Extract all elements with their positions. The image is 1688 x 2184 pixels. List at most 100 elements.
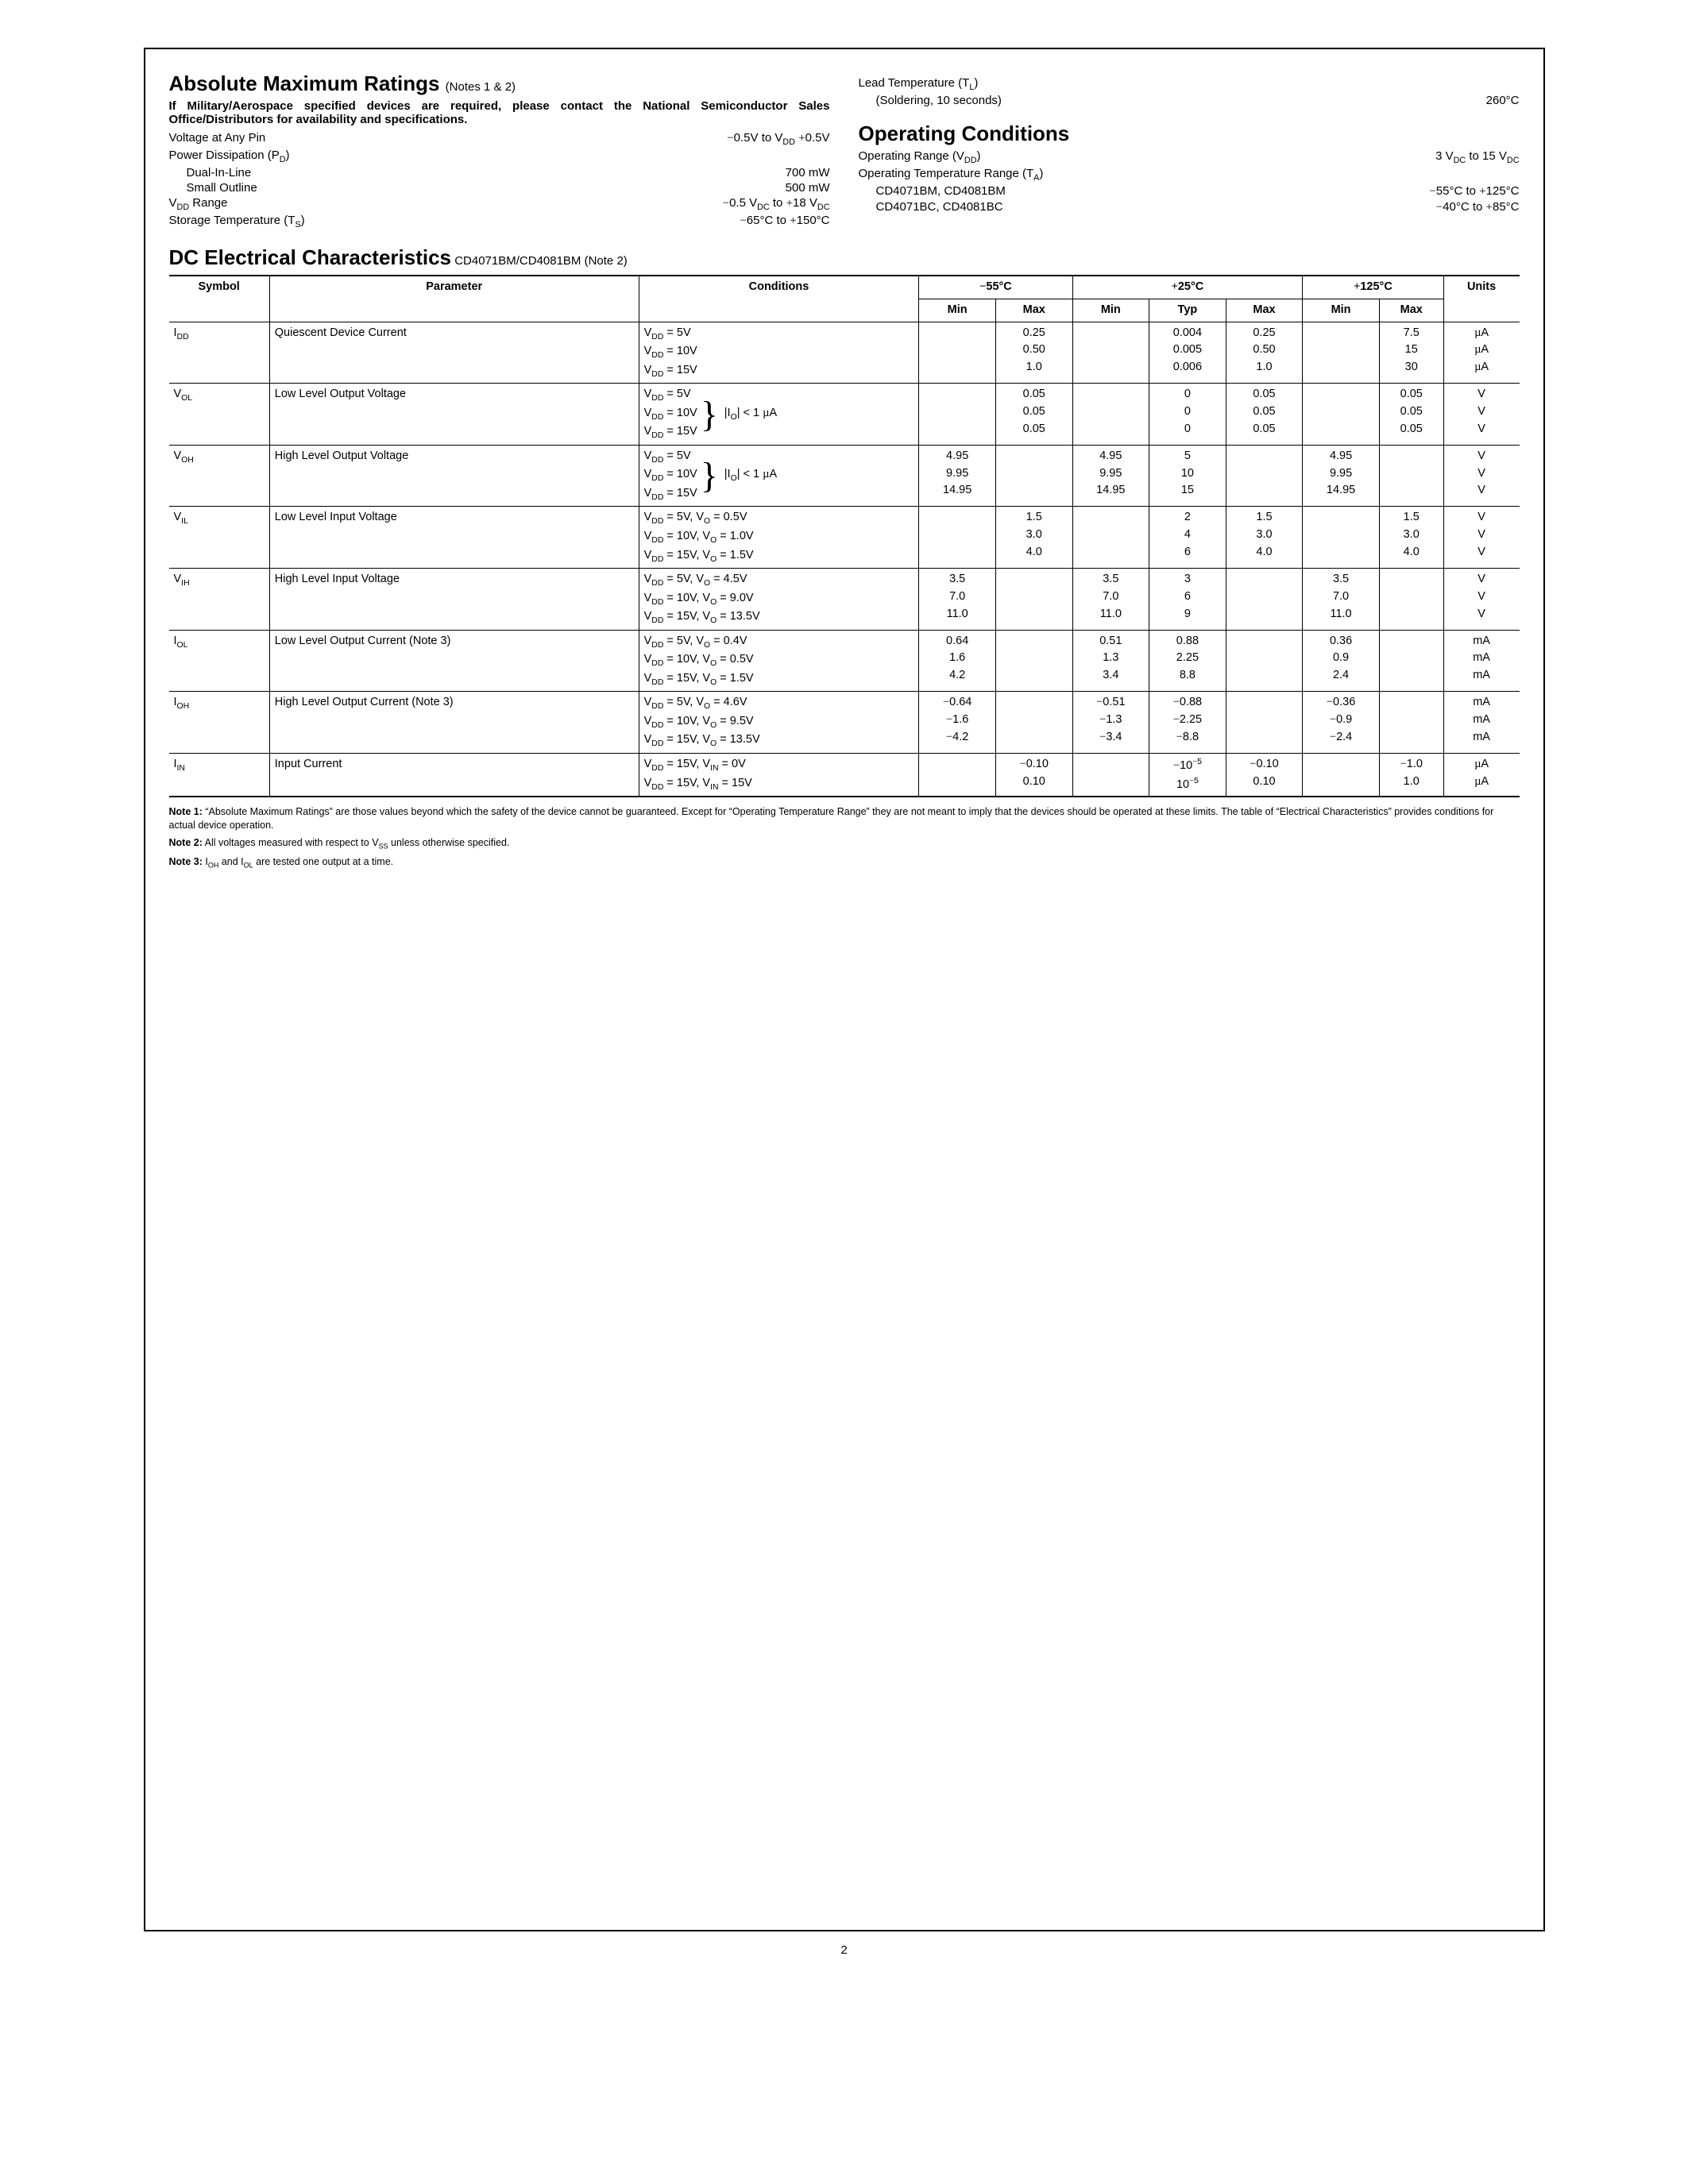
op-bm-row: CD4071BM, CD4081BM −55°C to +125°C [859, 184, 1520, 199]
cell-t3-max: 1.53.04.0 [1379, 507, 1443, 569]
lead-temp-row: Lead Temperature (TL) [859, 76, 1520, 92]
cell-t3-min [1303, 753, 1380, 797]
top-columns: Absolute Maximum Ratings (Notes 1 & 2) I… [169, 71, 1520, 231]
cell-t2-typ: 0.0040.0050.006 [1149, 322, 1226, 384]
cell-parameter: Low Level Output Voltage [269, 384, 639, 446]
cell-symbol: IDD [169, 322, 270, 384]
cell-units: VVV [1443, 569, 1519, 631]
cell-t3-max [1379, 569, 1443, 631]
cell-units: VVV [1443, 507, 1519, 569]
th-t3-max: Max [1379, 299, 1443, 322]
dc-characteristics-table: Symbol Parameter Conditions −55°C +25°C … [169, 275, 1520, 797]
cell-conditions: VDD = 5V, VO = 0.4VVDD = 10V, VO = 0.5VV… [639, 630, 919, 692]
op-temp-row: Operating Temperature Range (TA) [859, 167, 1520, 183]
cell-t1-max: 0.050.050.05 [995, 384, 1072, 446]
th-t2-max: Max [1226, 299, 1303, 322]
dc-title-wrap: DC Electrical Characteristics CD4071BM/C… [169, 245, 1520, 270]
table-row: VILLow Level Input VoltageVDD = 5V, VO =… [169, 507, 1520, 569]
op-bc-label: CD4071BC, CD4081BC [876, 200, 1003, 214]
note-1: Note 1: “Absolute Maximum Ratings” are t… [169, 805, 1520, 832]
cell-units: µAµA [1443, 753, 1519, 797]
cell-conditions: VDD = 5V, VO = 4.5VVDD = 10V, VO = 9.0VV… [639, 569, 919, 631]
cell-conditions: VDD = 5V, VO = 0.5VVDD = 10V, VO = 1.0VV… [639, 507, 919, 569]
cell-symbol: VIL [169, 507, 270, 569]
cell-parameter: High Level Output Voltage [269, 445, 639, 507]
cell-t1-max: 1.53.04.0 [995, 507, 1072, 569]
op-cond-title-wrap: Operating Conditions [859, 122, 1520, 146]
cell-t1-max [995, 692, 1072, 754]
cell-t3-max: 7.51530 [1379, 322, 1443, 384]
op-cond-title: Operating Conditions [859, 122, 1070, 145]
cell-t2-min: 4.959.9514.95 [1072, 445, 1149, 507]
cell-t1-min: 3.57.011.0 [919, 569, 996, 631]
cell-t2-max [1226, 569, 1303, 631]
th-conditions: Conditions [639, 276, 919, 322]
cell-symbol: IIN [169, 753, 270, 797]
note-3: Note 3: IOH and IOL are tested one outpu… [169, 855, 1520, 870]
cell-t3-max: 0.050.050.05 [1379, 384, 1443, 446]
voltage-pin-label: Voltage at Any Pin [169, 131, 266, 147]
th-t2-typ: Typ [1149, 299, 1226, 322]
cell-t2-typ: −0.88−2.25−8.8 [1149, 692, 1226, 754]
cell-t1-min [919, 322, 996, 384]
pd-so-row: Small Outline 500 mW [169, 181, 830, 195]
cell-t2-min [1072, 322, 1149, 384]
voltage-pin-row: Voltage at Any Pin −0.5V to VDD +0.5V [169, 131, 830, 147]
pd-dual-row: Dual-In-Line 700 mW [169, 166, 830, 179]
right-column: Lead Temperature (TL) (Soldering, 10 sec… [859, 71, 1520, 231]
pd-so-value: 500 mW [786, 181, 830, 195]
pd-dual-value: 700 mW [786, 166, 830, 179]
table-header: Symbol Parameter Conditions −55°C +25°C … [169, 276, 1520, 322]
cell-t2-typ: 369 [1149, 569, 1226, 631]
cell-t3-min: 3.57.011.0 [1303, 569, 1380, 631]
table-row: IOLLow Level Output Current (Note 3)VDD … [169, 630, 1520, 692]
op-vdd-label: Operating Range (VDD) [859, 149, 981, 165]
th-temp2: +25°C [1072, 276, 1303, 299]
lead-temp-label: Lead Temperature (TL) [859, 76, 979, 92]
table-row: VOHHigh Level Output VoltageVDD = 5VVDD … [169, 445, 1520, 507]
op-bm-label: CD4071BM, CD4081BM [876, 184, 1006, 199]
cell-symbol: VOH [169, 445, 270, 507]
cell-t2-typ: 0.882.258.8 [1149, 630, 1226, 692]
storage-row: Storage Temperature (TS) −65°C to +150°C [169, 214, 830, 230]
cell-t2-typ: −10−510−5 [1149, 753, 1226, 797]
cell-parameter: High Level Input Voltage [269, 569, 639, 631]
dc-subtitle: CD4071BM/CD4081BM (Note 2) [454, 254, 628, 268]
cell-t2-typ: 51015 [1149, 445, 1226, 507]
cell-t1-max [995, 630, 1072, 692]
cell-units: VVV [1443, 445, 1519, 507]
cell-t1-min [919, 753, 996, 797]
cell-t2-min: −0.51−1.3−3.4 [1072, 692, 1149, 754]
notes-section: Note 1: “Absolute Maximum Ratings” are t… [169, 805, 1520, 870]
table-row: IDDQuiescent Device CurrentVDD = 5VVDD =… [169, 322, 1520, 384]
cell-t3-max [1379, 692, 1443, 754]
th-temp3: +125°C [1303, 276, 1443, 299]
th-parameter: Parameter [269, 276, 639, 322]
cell-t1-max [995, 569, 1072, 631]
cell-t2-min [1072, 753, 1149, 797]
cell-symbol: VIH [169, 569, 270, 631]
cell-parameter: Low Level Input Voltage [269, 507, 639, 569]
th-t3-min: Min [1303, 299, 1380, 322]
th-t1-max: Max [995, 299, 1072, 322]
lead-temp-value: 260°C [1486, 94, 1520, 107]
th-symbol: Symbol [169, 276, 270, 322]
cell-parameter: Low Level Output Current (Note 3) [269, 630, 639, 692]
cell-t2-max: 1.53.04.0 [1226, 507, 1303, 569]
abs-max-column: Absolute Maximum Ratings (Notes 1 & 2) I… [169, 71, 830, 231]
cell-t1-min [919, 384, 996, 446]
cell-t2-min [1072, 507, 1149, 569]
dc-title: DC Electrical Characteristics [169, 245, 452, 269]
table-row: VOLLow Level Output VoltageVDD = 5VVDD =… [169, 384, 1520, 446]
cell-t2-typ: 000 [1149, 384, 1226, 446]
op-bm-value: −55°C to +125°C [1429, 184, 1519, 199]
th-t1-min: Min [919, 299, 996, 322]
cell-t1-min: −0.64−1.6−4.2 [919, 692, 996, 754]
cell-t3-max [1379, 445, 1443, 507]
cell-t1-min [919, 507, 996, 569]
cell-conditions: VDD = 5VVDD = 10VVDD = 15V}|IO| < 1 µA [639, 445, 919, 507]
cell-t1-max: −0.100.10 [995, 753, 1072, 797]
cell-t1-max: 0.250.501.0 [995, 322, 1072, 384]
cell-t3-min [1303, 322, 1380, 384]
pd-dual-label: Dual-In-Line [187, 166, 252, 179]
